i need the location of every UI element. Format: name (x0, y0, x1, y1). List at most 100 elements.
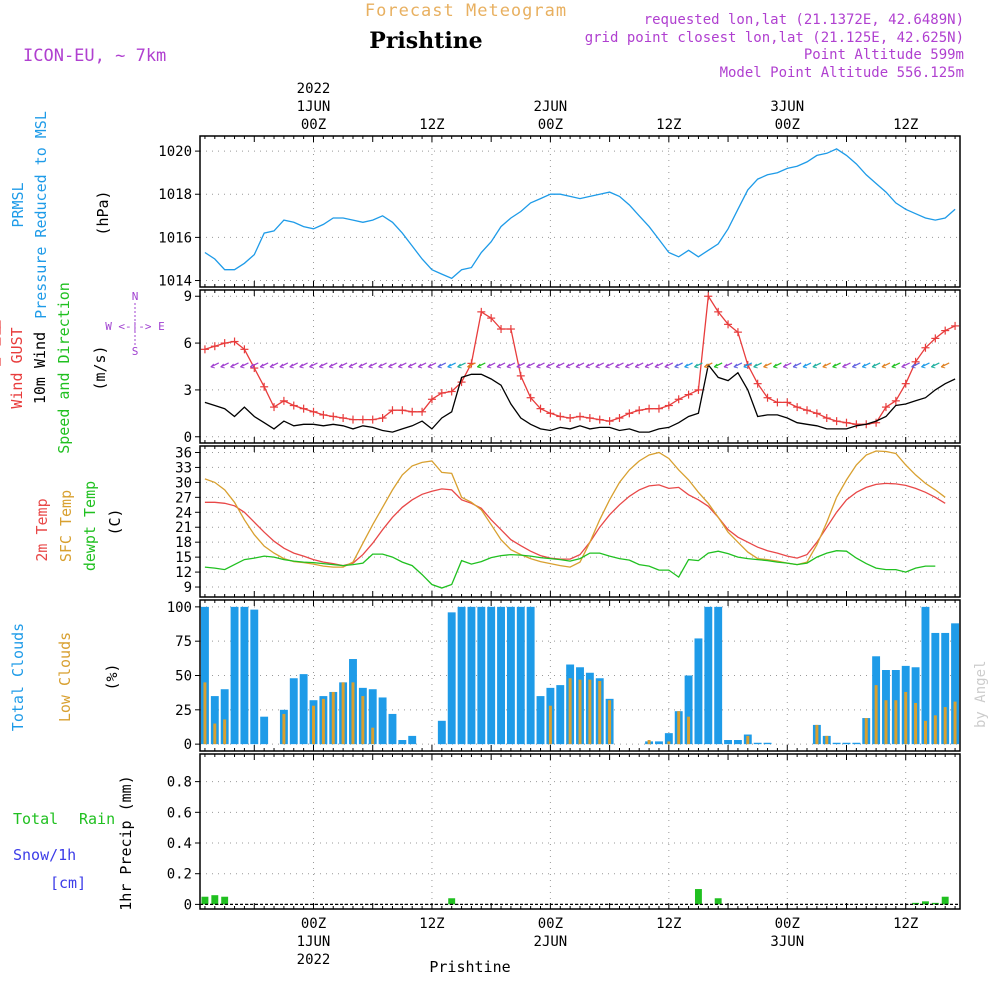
low-cloud-bar (223, 719, 227, 745)
gust-point (733, 328, 742, 337)
precip-ytick-label: 0 (184, 897, 192, 913)
precip-ytick-label: 0.8 (167, 775, 192, 791)
gust-point (941, 326, 950, 335)
gust-point (516, 371, 525, 380)
time-label: 00Z (301, 916, 326, 932)
wind-direction-arrow (388, 362, 397, 369)
gust-point (684, 390, 693, 399)
wind-direction-arrow (259, 362, 269, 369)
bottom-time-axis: 00Z 1JUN 2022 12Z 00Z 2JUN 12Z 00Z 3JUN 12Z (297, 916, 919, 968)
pressure-labels: PRMSL Pressure Reduced to MSL (hPa) (9, 111, 112, 319)
gust-point (664, 401, 673, 410)
wind-direction-arrow (437, 362, 447, 369)
gust-point (368, 415, 377, 424)
wind-direction-arrow (319, 362, 328, 369)
gust-point (329, 412, 338, 421)
rain-bar (221, 896, 229, 905)
wind-direction-arrow (733, 362, 743, 369)
gust-point (822, 414, 831, 423)
gust-point (526, 393, 535, 402)
total-cloud-bar (753, 742, 762, 745)
time-label: 12Z (419, 916, 444, 932)
temperature-ytick-label: 9 (184, 580, 192, 596)
time-label: 2JUN (534, 934, 568, 950)
gust-point (289, 401, 298, 410)
wind-direction-arrow (230, 362, 239, 369)
wind-direction-arrow (842, 362, 851, 369)
total-cloud-bar (467, 606, 476, 745)
temperature-ytick-label: 15 (175, 550, 192, 566)
wind-direction-arrow (279, 362, 289, 369)
wind-direction-arrow (585, 362, 595, 369)
total-cloud-bar (200, 606, 209, 745)
wind-direction-arrow (457, 362, 466, 369)
total-cloud-bar (457, 606, 466, 745)
gust-point (279, 396, 288, 405)
total-cloud-bar (378, 697, 387, 745)
low-cloud-bar (864, 718, 868, 745)
rain-bar (922, 901, 929, 905)
gust-point (497, 325, 506, 334)
snow-unit-label: [cm] (50, 874, 86, 892)
wind-direction-arrow (299, 362, 308, 369)
total-cloud-bar (477, 606, 486, 745)
wind-direction-arrow (624, 362, 634, 369)
wind-direction-arrow (397, 362, 407, 369)
time-label: 12Z (656, 117, 681, 133)
time-label: 00Z (538, 117, 563, 133)
wind-direction-arrow (871, 362, 881, 369)
wind-direction-arrow (486, 362, 496, 369)
wind-direction-arrow (852, 362, 861, 369)
low-cloud-bar (943, 707, 947, 745)
subtitle: Forecast Meteogram (365, 1, 567, 21)
temperature-ytick-label: 27 (175, 490, 192, 506)
credit-watermark: by Angel (973, 661, 989, 728)
wind-direction-arrow (703, 362, 713, 369)
clouds-ytick-label: 25 (175, 703, 192, 719)
wind-direction-arrow (289, 362, 299, 369)
time-label: 2JUN (534, 99, 568, 115)
gust-point (704, 292, 713, 301)
time-label: 1JUN (297, 99, 331, 115)
total-cloud-bar (724, 740, 732, 745)
wind-direction-arrow (368, 362, 377, 369)
gust-point (210, 342, 219, 351)
compass-we: W <-|-> E (105, 320, 165, 333)
gust-point (881, 403, 890, 412)
wind-direction-arrow (378, 362, 387, 369)
precip-ytick-label: 0.4 (167, 836, 192, 852)
temperature-series-sfc-temp (204, 450, 946, 568)
precip-ytick-label: 0.6 (167, 805, 192, 821)
pressure-frame (199, 135, 961, 288)
gust-point (901, 379, 910, 388)
wind-direction-arrow (220, 362, 229, 369)
wind-direction-arrow (881, 362, 891, 369)
time-label: 00Z (538, 916, 563, 932)
wind-direction-arrow (921, 362, 930, 369)
wind-direction-arrow (427, 362, 437, 369)
total-cloud-bar (497, 606, 505, 745)
dewpt-label: dewpt Temp (81, 481, 99, 571)
gust-point (595, 415, 604, 424)
temperature-series-2m-temp (204, 482, 946, 567)
wind-label: 10m Wind (31, 332, 49, 404)
temperature-ytick-label: 18 (175, 535, 192, 551)
wind-direction-arrow (713, 362, 723, 369)
gust-point (348, 415, 357, 424)
wind-direction-arrow (338, 362, 348, 369)
total-cloud-bar (921, 606, 930, 745)
total-cloud-bar (250, 609, 259, 745)
pressure-panel: 1014 1016 1018 1020 (158, 135, 961, 290)
time-label: 2022 (297, 81, 331, 97)
gust-point (398, 406, 407, 415)
wind-direction-arrow (694, 362, 703, 369)
gust-point (358, 415, 367, 424)
low-cloud-bar (687, 716, 691, 745)
low-cloud-bar (825, 735, 829, 745)
compass-n: N (132, 290, 139, 303)
total-cloud-bar (398, 740, 407, 745)
precip-labels: Total Rain Snow/1h [cm] 1hr Precip (mm) (13, 775, 135, 910)
low-cloud-bar (312, 705, 315, 745)
low-clouds-label: Low Clouds (56, 632, 74, 722)
rain-bar (931, 902, 939, 905)
